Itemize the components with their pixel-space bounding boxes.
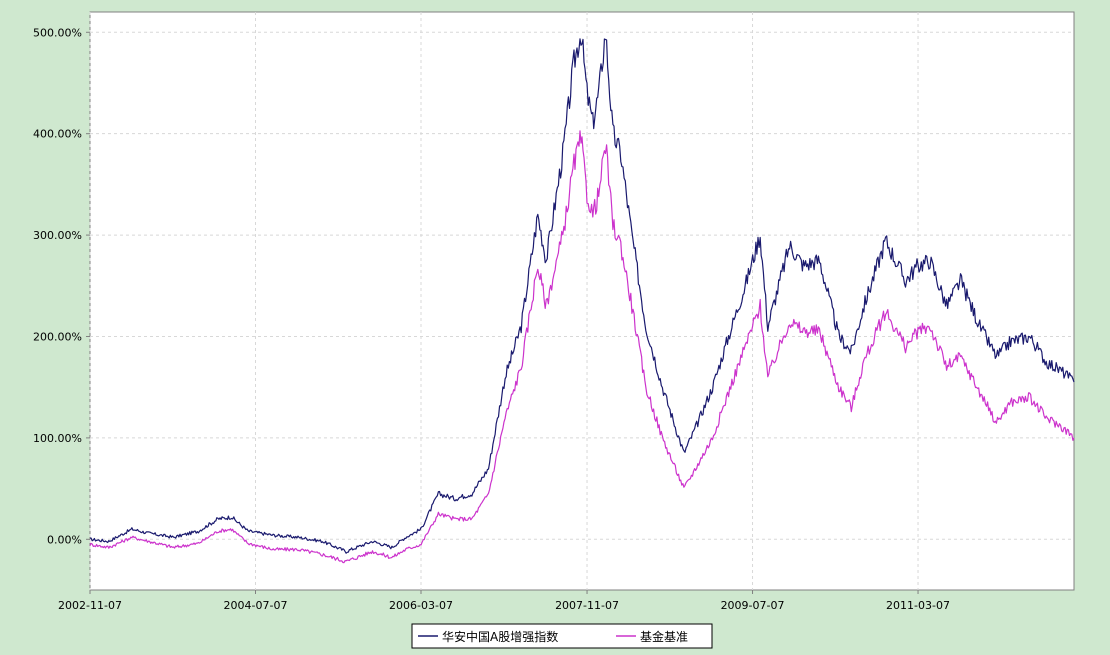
y-tick-label: 100.00% [33,432,82,445]
legend: 华安中国A股增强指数 基金基准 [411,623,713,649]
x-tick-label: 2002-11-07 [58,599,122,612]
x-tick-label: 2009-07-07 [721,599,785,612]
plot-area [89,11,1075,591]
y-tick-label: 400.00% [33,128,82,141]
series-line-benchmark [89,130,1075,564]
y-tick-label: 500.00% [33,26,82,39]
y-tick-label: 200.00% [33,330,82,343]
x-tick-label: 2004-07-07 [224,599,288,612]
legend-label-fund: 华安中国A股增强指数 [442,629,558,644]
y-axis: 0.00% 100.00% 200.00% 300.00% 400.00% 500.00% [33,26,90,546]
legend-box [411,623,713,649]
x-tick-label: 2011-03-07 [886,599,950,612]
grid-lines [89,12,1074,590]
series-line-fund [90,38,1075,554]
x-axis: 2002-11-07 2004-07-07 2006-03-07 2007-11-07… [58,590,950,612]
legend-label-benchmark: 基金基准 [640,629,688,644]
x-tick-label: 2007-11-07 [555,599,619,612]
series-lines [89,38,1075,564]
y-tick-label: 0.00% [47,533,82,546]
y-tick-label: 300.00% [33,229,82,242]
x-tick-label: 2006-03-07 [389,599,453,612]
